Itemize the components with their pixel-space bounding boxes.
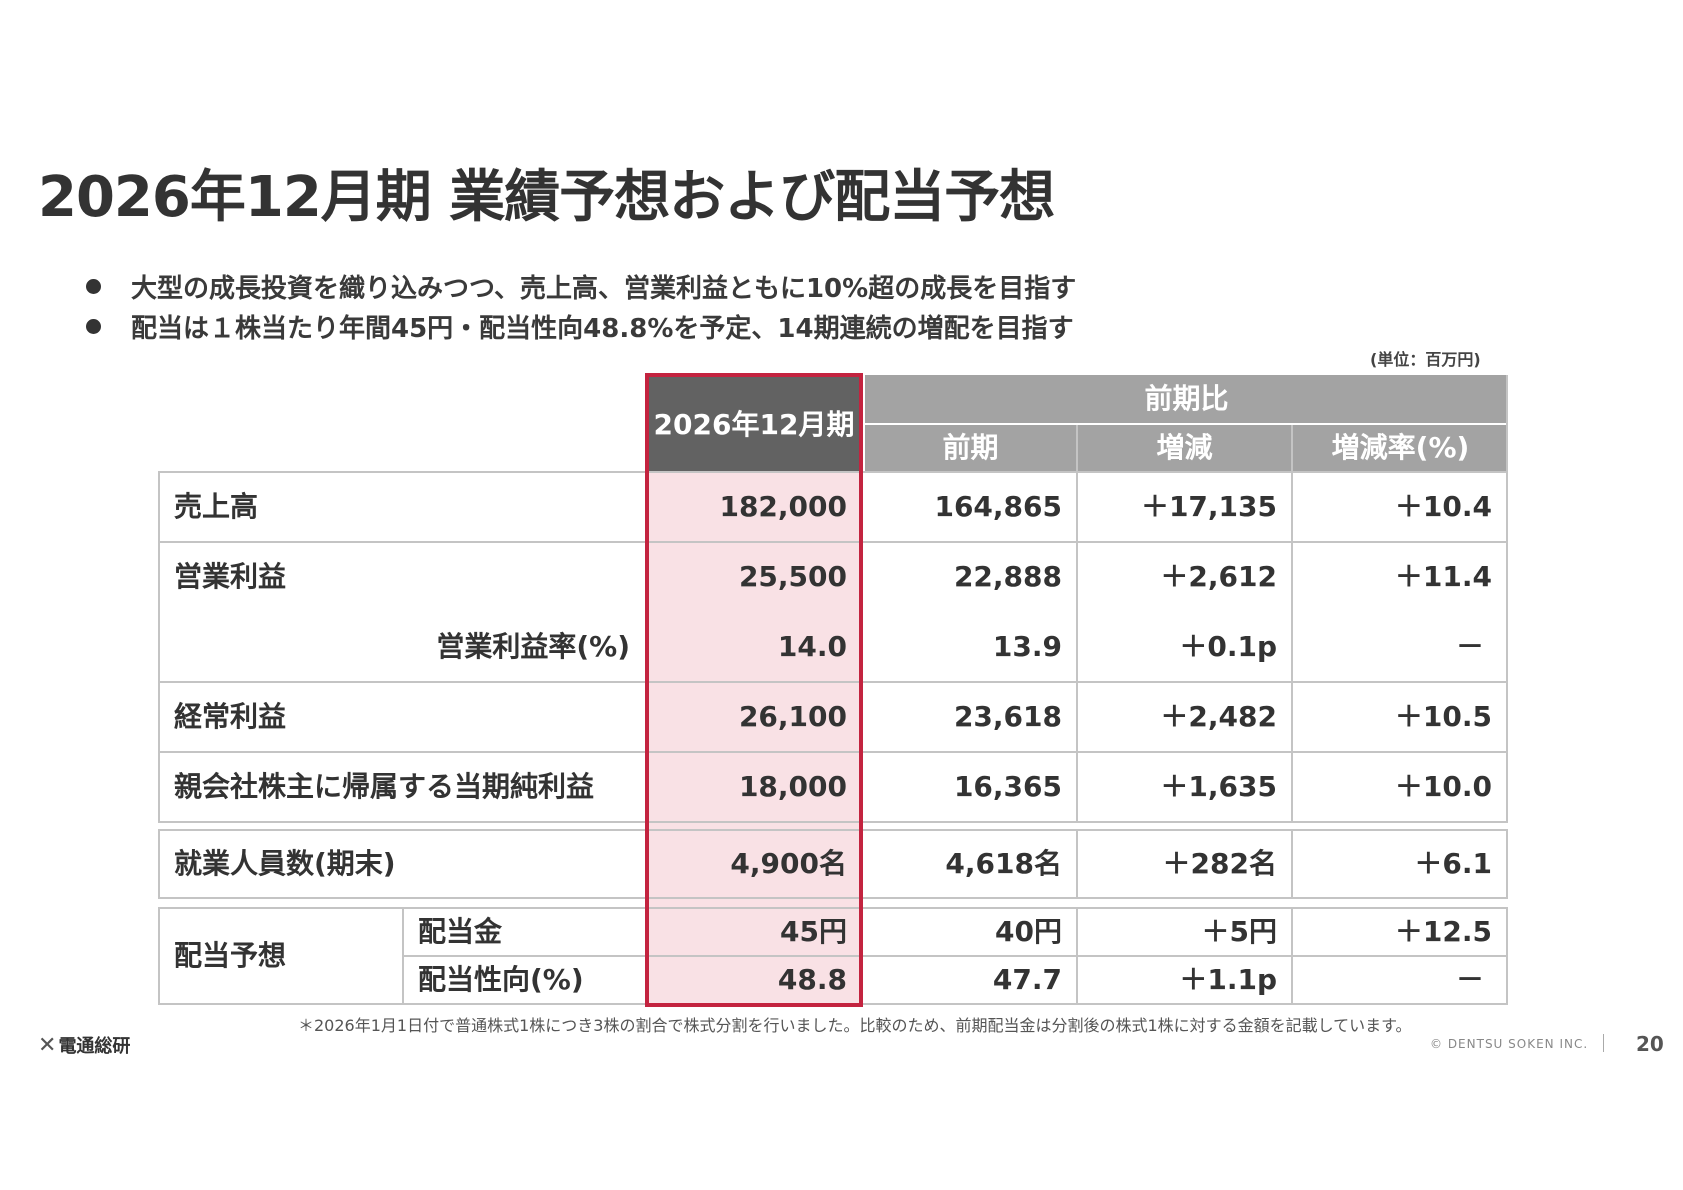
cell-change: ＋2,612 [1160,560,1277,593]
cell-change: ＋0.1p [1179,630,1277,663]
cell-current: 25,500 [738,560,847,593]
bullet-dot-icon [86,279,101,294]
cell-rate: ＋6.1 [1414,847,1492,880]
logo-text: 電通総研 [58,1036,131,1057]
header-current-period: 2026年12月期 [647,375,861,471]
cell-rate: ＋10.5 [1394,700,1492,733]
cell-prev: 164,865 [934,490,1062,523]
cell-current: 4,900名 [730,847,847,880]
bullet-item: 大型の成長投資を織り込みつつ、売上高、営業利益ともに10%超の成長を目指す [86,268,1076,305]
row-label: 売上高 [174,490,259,523]
row-label: 親会社株主に帰属する当期純利益 [174,770,595,803]
row-label: 就業人員数(期末) [174,847,396,880]
cell-prev: 13.9 [992,630,1062,663]
row-label: 配当金 [418,915,503,948]
bullet-item: 配当は１株当たり年間45円・配当性向48.8%を予定、14期連続の増配を目指す [86,308,1074,345]
cell-prev: 22,888 [953,560,1062,593]
cell-current: 18,000 [738,770,847,803]
cell-rate: － [1455,963,1484,996]
cell-rate: － [1455,630,1484,663]
current-column-fill [647,471,861,1005]
footer-divider [1603,1034,1604,1052]
cell-current: 26,100 [738,700,847,733]
cell-prev: 23,618 [953,700,1062,733]
dividend-group-label: 配当予想 [174,939,287,972]
cell-current: 48.8 [777,963,847,996]
cell-prev: 16,365 [953,770,1062,803]
header-group-previous-comparison: 前期比 [865,375,1508,423]
cell-change: ＋282名 [1162,847,1277,880]
cell-current: 45円 [780,915,847,948]
page-title: 2026年12月期 業績予想および配当予想 [38,165,1055,230]
cell-prev: 40円 [995,915,1062,948]
unit-note: (単位：百万円) [1370,350,1481,369]
row-label: 経常利益 [174,700,287,733]
header-rate: 増減率(%) [1293,425,1508,471]
row-label: 営業利益 [174,560,287,593]
page-number: 20 [1636,1032,1664,1056]
cell-change: ＋17,135 [1140,490,1277,523]
cell-rate: ＋10.4 [1394,490,1492,523]
cell-current: 182,000 [719,490,847,523]
cell-prev: 47.7 [992,963,1062,996]
cell-prev: 4,618名 [945,847,1062,880]
footnote: ＊2026年1月1日付で普通株式1株につき3株の割合で株式分割を行いました。比較… [298,1016,1412,1035]
bullet-text: 配当は１株当たり年間45円・配当性向48.8%を予定、14期連続の増配を目指す [131,314,1074,344]
bullet-text: 大型の成長投資を織り込みつつ、売上高、営業利益ともに10%超の成長を目指す [131,274,1077,304]
x-logo-icon: ✕ [38,1033,57,1058]
copyright: © DENTSU SOKEN INC. [1430,1037,1589,1051]
cell-change: ＋1,635 [1160,770,1277,803]
cell-current: 14.0 [777,630,847,663]
cell-rate: ＋11.4 [1394,560,1492,593]
cell-change: ＋5円 [1201,915,1277,948]
cell-rate: ＋12.5 [1394,915,1492,948]
company-logo: ✕ 電通総研 [38,1032,130,1058]
row-label: 営業利益率(%) [436,630,630,663]
header-change: 増減 [1078,425,1291,471]
cell-change: ＋1.1p [1179,963,1277,996]
cell-change: ＋2,482 [1160,700,1277,733]
cell-rate: ＋10.0 [1394,770,1492,803]
header-prev: 前期 [865,425,1076,471]
row-label: 配当性向(%) [418,963,584,996]
bullet-dot-icon [86,319,101,334]
